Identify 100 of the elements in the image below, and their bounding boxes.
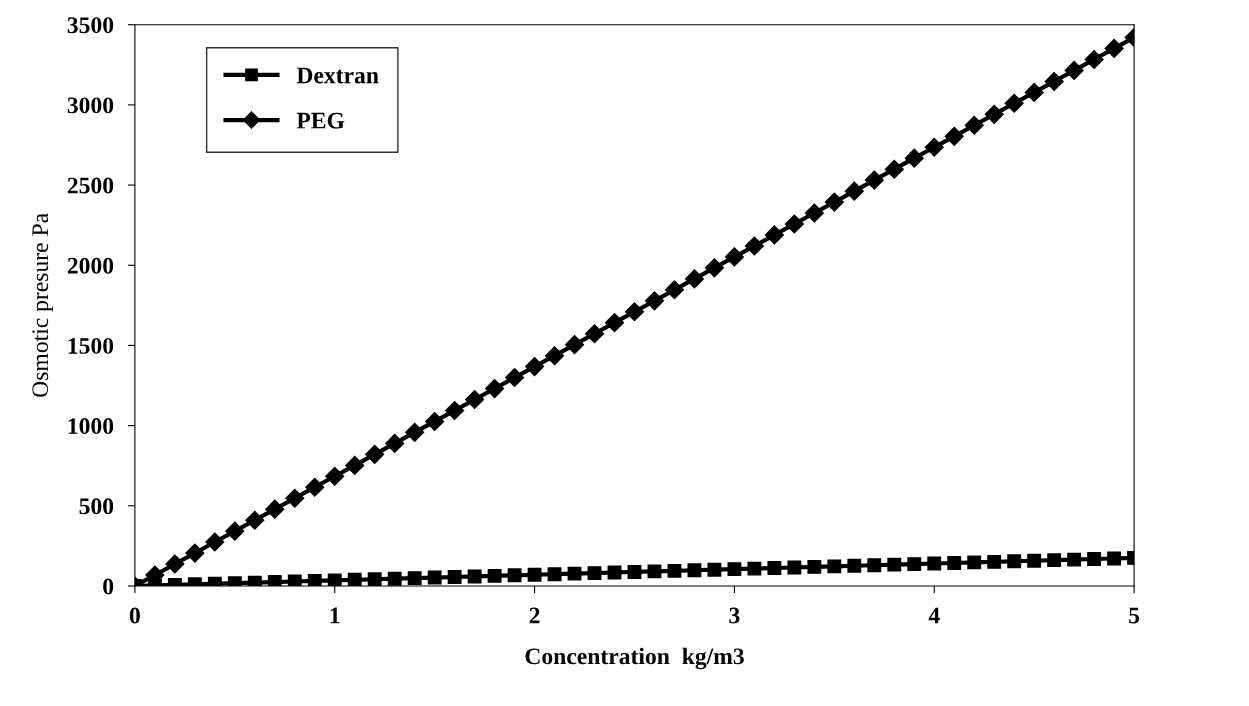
point [724,247,744,267]
point [927,556,942,571]
point [307,573,322,586]
point [964,115,984,135]
point [647,564,662,579]
x-axis-title: Concentration kg/m3 [525,647,744,670]
point [984,104,1004,124]
x-tick-label: 4 [928,607,940,624]
point [447,570,462,584]
point [445,401,465,421]
point [265,499,285,519]
point [824,192,844,212]
point [407,571,422,586]
y-tick-label: 500 [79,498,114,515]
point [185,543,205,563]
point [687,563,702,578]
point [425,411,445,431]
point [565,335,585,355]
x-tick-label: 5 [1129,607,1140,624]
point [624,302,645,322]
point [904,148,924,168]
point [527,567,542,582]
point [1107,551,1122,566]
point [1044,71,1064,92]
point [325,466,345,486]
point [884,159,904,179]
point [545,346,565,366]
point [327,573,342,586]
point [867,558,882,573]
point [784,214,804,234]
point [684,269,704,289]
point [807,559,822,574]
point [165,554,185,574]
point [764,225,784,245]
point [907,557,922,572]
point [467,569,482,584]
point [1047,553,1062,568]
point [627,565,642,579]
point [987,554,1002,569]
y-tick-label: 1000 [68,418,114,435]
point [1064,60,1084,80]
point [947,556,962,570]
point [887,557,902,572]
point [844,181,864,201]
point [367,572,382,586]
x-tick-label: 3 [729,607,740,624]
point [704,258,724,278]
point [707,562,722,577]
point [1087,552,1102,566]
point [944,126,964,146]
y-tick-label: 3000 [67,97,114,114]
point [664,280,684,300]
y-tick-label: 1500 [68,337,114,354]
y-tick-label: 2500 [67,177,114,194]
point [427,570,442,585]
point [847,558,862,573]
point [485,379,505,399]
point [924,137,944,157]
point [1104,38,1124,58]
point [1027,553,1042,568]
x-tick-label: 0 [129,607,140,624]
point [1067,552,1082,567]
point [505,367,525,388]
point [644,291,665,311]
point [225,521,245,541]
point [347,572,362,586]
point [345,455,365,475]
point [587,566,602,581]
point [747,561,762,576]
point [285,488,305,508]
point [205,532,225,552]
point [787,560,802,575]
point [365,444,385,464]
point [245,510,265,530]
point [1007,554,1022,569]
point [267,575,282,586]
point [744,236,764,256]
point [1024,82,1044,102]
y-tick-label: 0 [103,578,114,595]
point [967,555,982,570]
point [827,559,842,574]
point [604,313,625,333]
legend-label: PEG [296,112,345,129]
point [387,571,402,586]
point [667,563,682,578]
point [405,422,425,442]
point [525,357,545,377]
point [767,561,782,575]
point [567,566,582,581]
point [547,567,562,582]
x-tick-label: 2 [529,607,540,624]
y-tick-label: 2000 [67,257,114,274]
point [864,170,884,190]
y-axis-title: Osmotic presure Pa [32,213,53,397]
point [727,562,742,577]
point [507,568,522,583]
x-tick-label: 1 [330,607,340,624]
point [1004,93,1024,113]
point [487,568,502,583]
legend-label: Dextran [296,67,379,84]
